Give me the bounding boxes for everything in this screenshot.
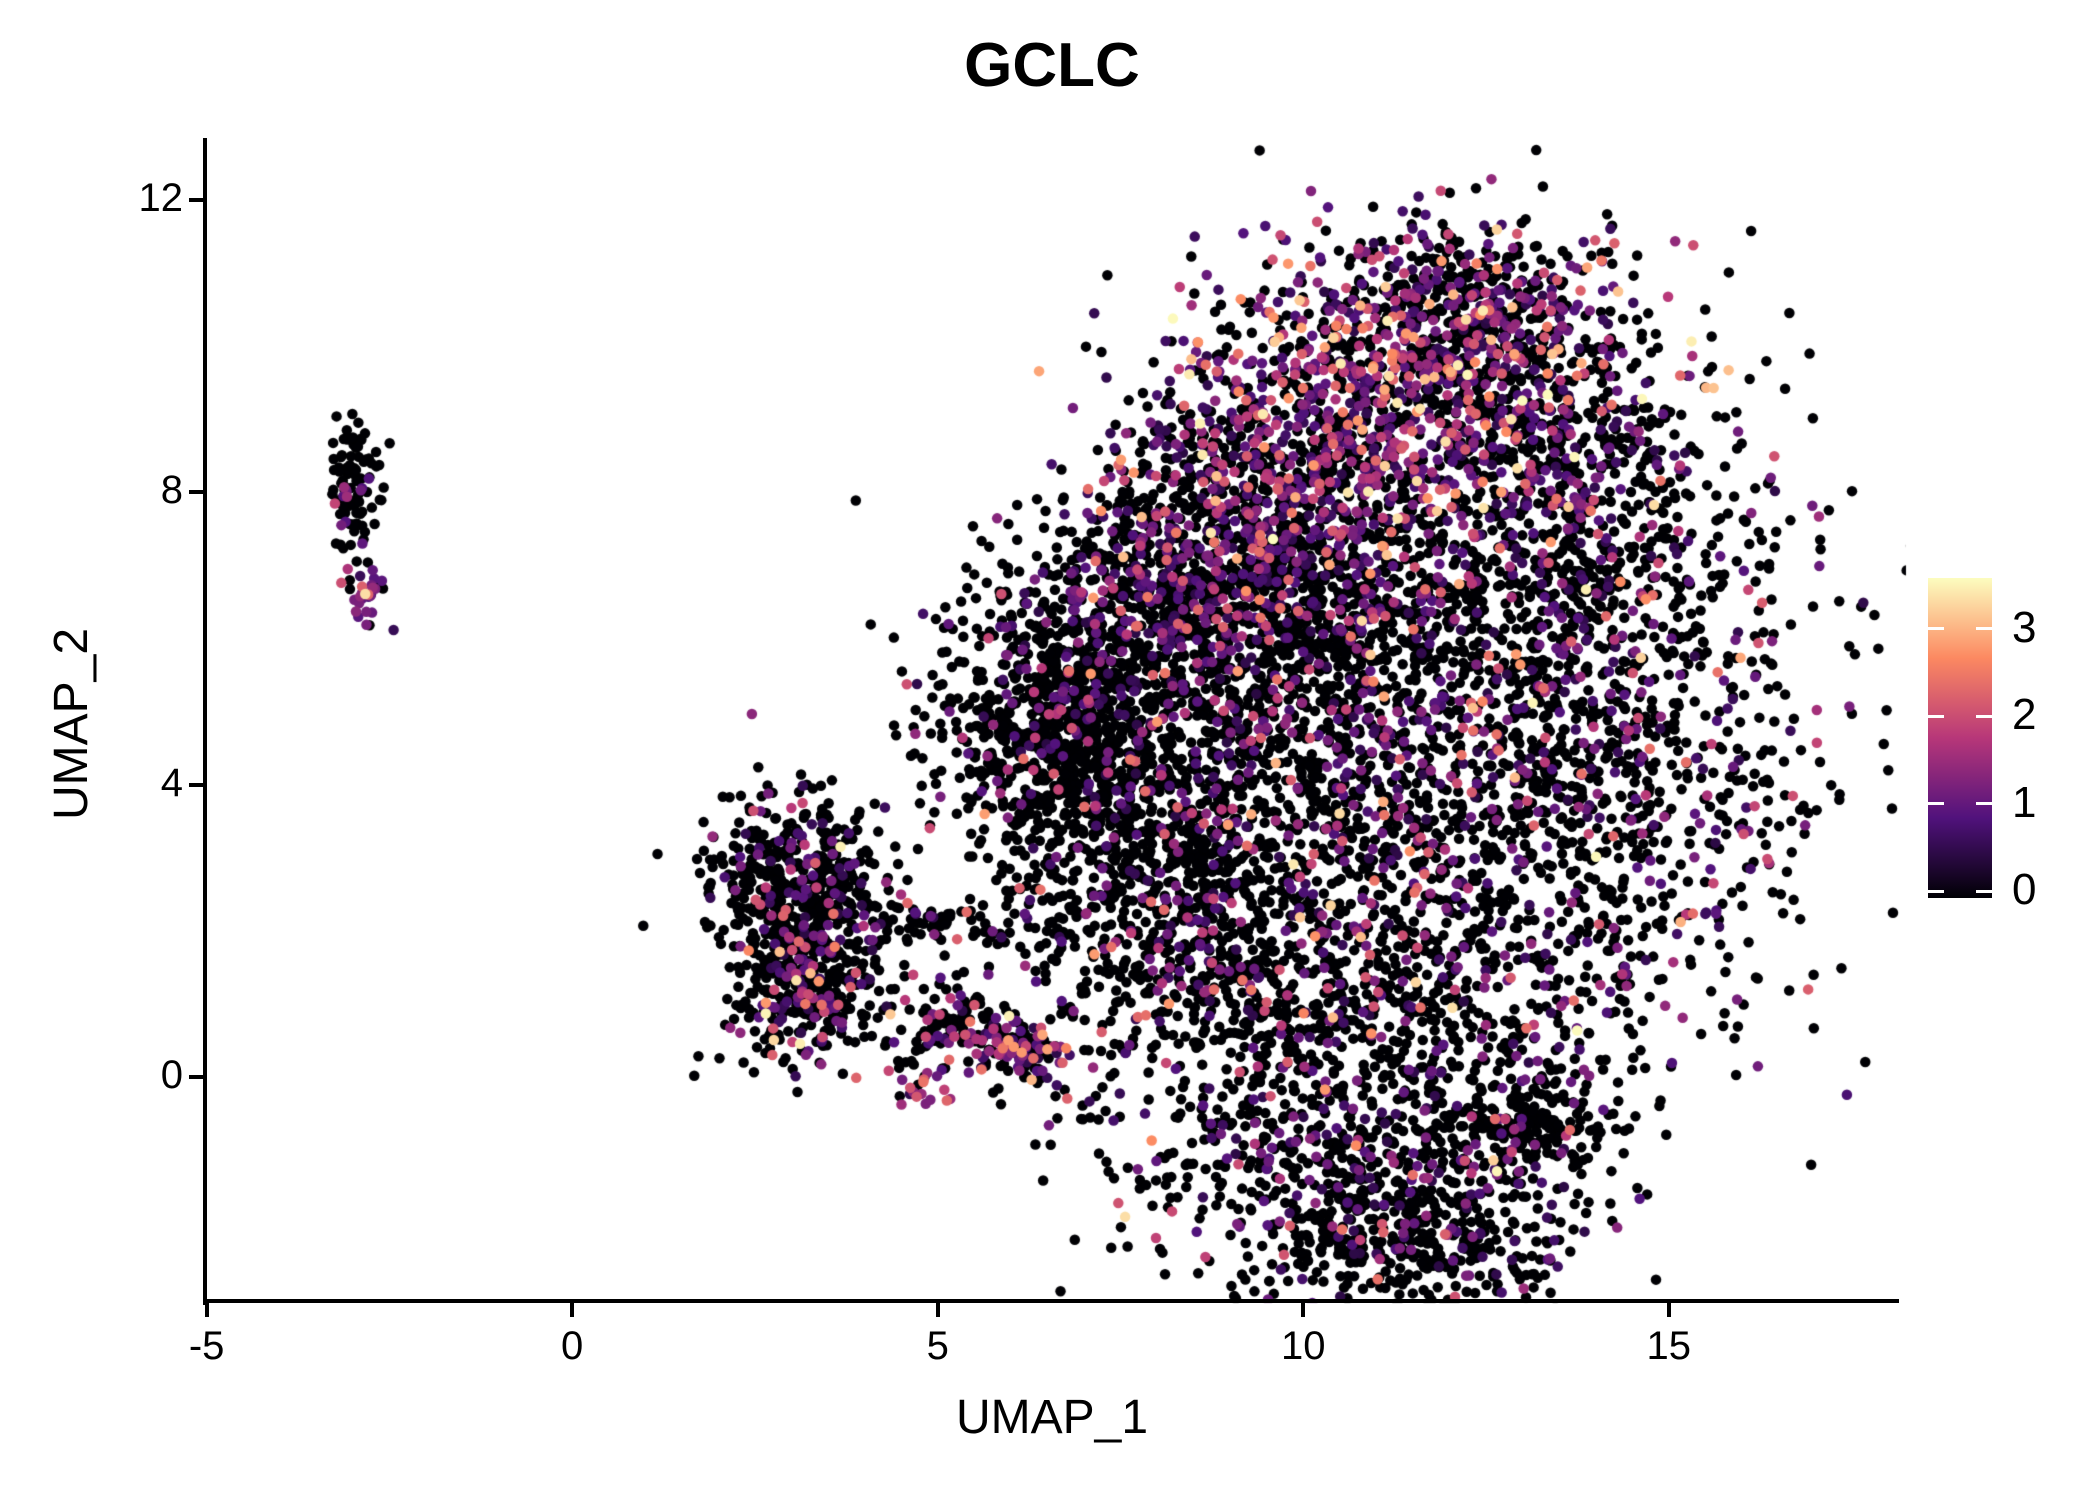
x-tick-mark <box>1666 1303 1671 1317</box>
x-tick-mark <box>204 1303 209 1317</box>
colorbar-tick-mark <box>1928 627 1944 631</box>
y-axis-title: UMAP_2 <box>45 627 98 821</box>
y-tick-mark <box>189 1075 203 1080</box>
colorbar-tick-mark <box>1928 714 1944 718</box>
x-tick-label: 10 <box>1280 1324 1326 1368</box>
colorbar-tick-mark <box>1976 802 1992 806</box>
colorbar: 0 1 2 3 <box>1928 578 2100 914</box>
colorbar-tick-mark <box>1976 714 1992 718</box>
y-tick-label: 8 <box>160 468 183 513</box>
colorbar-tick-label: 2 <box>2012 690 2037 740</box>
y-tick-label: 12 <box>138 175 184 220</box>
x-tick-mark <box>935 1303 940 1317</box>
x-tick-label: 5 <box>926 1324 949 1368</box>
x-axis-title: UMAP_1 <box>955 1391 1149 1444</box>
x-tick-label: 0 <box>561 1324 584 1368</box>
x-tick-mark <box>1301 1303 1306 1317</box>
y-axis-line <box>203 138 207 1305</box>
colorbar-tick-mark <box>1976 889 1992 893</box>
colorbar-tick-label: 1 <box>2012 777 2037 827</box>
plot-title: GCLC <box>964 31 1140 100</box>
y-tick-mark <box>189 490 203 495</box>
x-tick-mark <box>570 1303 575 1317</box>
x-tick-label: -5 <box>188 1324 225 1368</box>
colorbar-tick-mark <box>1928 889 1944 893</box>
colorbar-tick-mark <box>1928 802 1944 806</box>
colorbar-tick-mark <box>1976 627 1992 631</box>
x-tick-label: 15 <box>1646 1324 1691 1368</box>
colorbar-gradient <box>1928 578 1992 898</box>
y-tick-label: 0 <box>160 1053 183 1098</box>
colorbar-tick-label: 3 <box>2012 602 2037 652</box>
y-tick-mark <box>189 197 203 202</box>
x-axis-line <box>203 1299 1899 1303</box>
y-tick-mark <box>189 782 203 787</box>
colorbar-tick-label: 0 <box>2012 865 2037 914</box>
y-tick-label: 4 <box>160 760 183 805</box>
